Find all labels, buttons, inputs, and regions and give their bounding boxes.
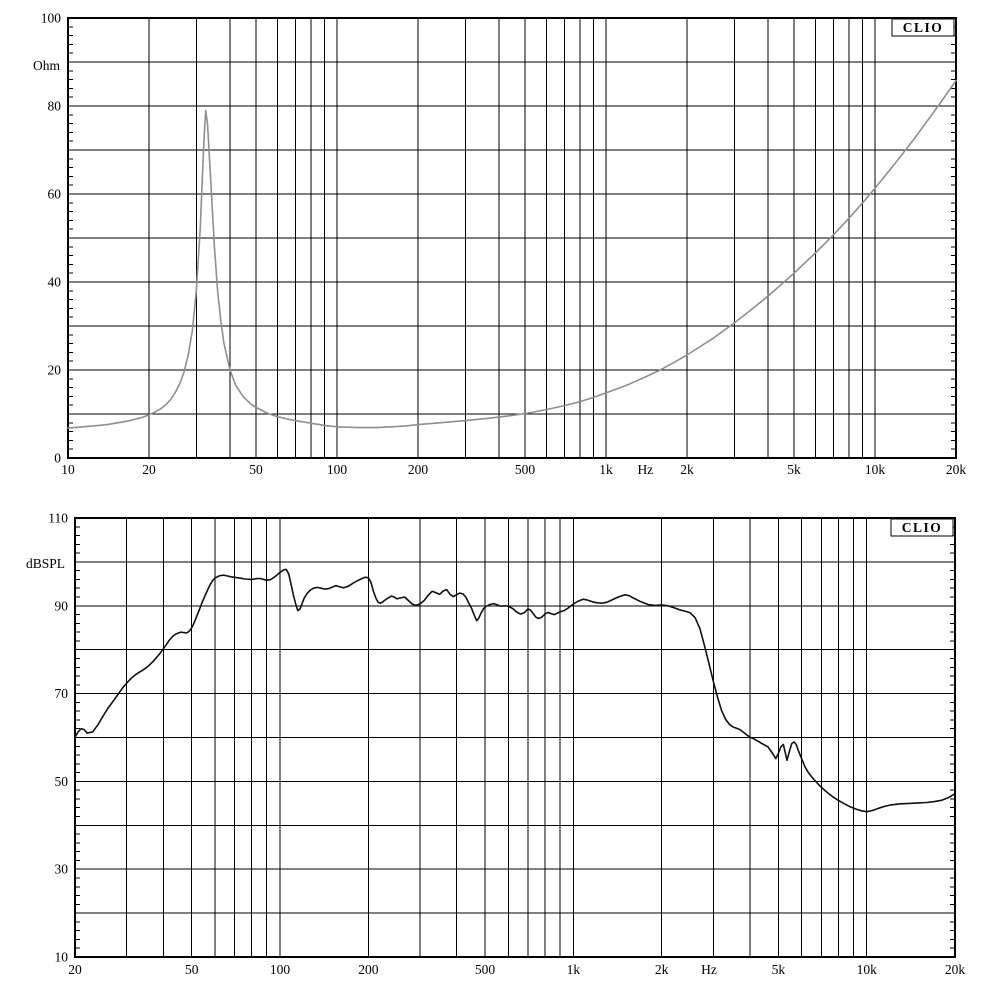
plot-border <box>67 17 957 459</box>
x-tick-label: 50 <box>185 962 199 977</box>
x-tick-label: 50 <box>249 462 263 477</box>
clio-logo: CLIO <box>891 18 955 37</box>
x-tick-label: 500 <box>475 962 496 977</box>
impedance-chart: 0 20 40 60 80 100 Ohm 10 20 50 100 200 500 1k 2k 5k 10k 2… <box>33 11 966 478</box>
clio-logo-text: CLIO <box>903 20 944 35</box>
y-tick-label: 60 <box>48 187 62 202</box>
y-axis-labels: 0 20 40 60 80 100 Ohm <box>33 11 61 466</box>
y-tick-label: 30 <box>55 862 69 877</box>
x-tick-label: 20k <box>945 962 966 977</box>
x-tick-label: 100 <box>270 962 291 977</box>
x-tick-label: 2k <box>655 962 669 977</box>
spl-response-chart: 10 30 50 70 90 110 dBSPL 20 50 100 200 500 1k 2k 5k 10k… <box>26 511 965 978</box>
y-tick-label: 40 <box>48 275 62 290</box>
x-unit-label: Hz <box>701 962 717 977</box>
clio-logo-text: CLIO <box>902 520 943 535</box>
grid <box>67 17 957 459</box>
y-unit-label: Ohm <box>33 58 60 73</box>
x-tick-label: 500 <box>515 462 536 477</box>
clio-logo-box <box>890 518 954 537</box>
y-tick-label: 0 <box>54 451 61 466</box>
y-tick-label: 20 <box>48 363 62 378</box>
y-tick-label: 80 <box>48 99 62 114</box>
x-tick-label: 1k <box>599 462 613 477</box>
x-tick-label: 2k <box>680 462 694 477</box>
y-tick-label: 100 <box>41 11 62 26</box>
clio-logo: CLIO <box>890 518 954 537</box>
spl-response-curve <box>74 568 956 813</box>
y-tick-label: 70 <box>55 686 69 701</box>
x-tick-label: 10k <box>857 962 878 977</box>
x-tick-label: 200 <box>358 962 379 977</box>
x-tick-label: 20 <box>142 462 156 477</box>
x-tick-label: 5k <box>772 962 786 977</box>
x-tick-label: 200 <box>408 462 429 477</box>
y-unit-label: dBSPL <box>26 556 65 571</box>
x-tick-label: 20k <box>946 462 967 477</box>
y-tick-label: 50 <box>55 774 69 789</box>
y-tick-label: 10 <box>55 950 69 965</box>
x-axis-labels: 20 50 100 200 500 1k 2k 5k 10k 20k Hz <box>68 962 965 977</box>
impedance-curve <box>67 79 957 429</box>
x-tick-label: 20 <box>68 962 82 977</box>
x-tick-label: 100 <box>327 462 348 477</box>
y-tick-label: 110 <box>48 511 68 526</box>
x-tick-label: 10k <box>865 462 886 477</box>
y-axis-labels: 10 30 50 70 90 110 dBSPL <box>26 511 68 965</box>
grid <box>74 517 956 958</box>
x-tick-label: 1k <box>567 962 581 977</box>
x-tick-label: 10 <box>61 462 75 477</box>
x-tick-label: 5k <box>787 462 801 477</box>
x-unit-label: Hz <box>637 462 653 477</box>
y-tick-label: 90 <box>55 598 69 613</box>
clio-logo-box <box>891 18 955 37</box>
x-axis-labels: 10 20 50 100 200 500 1k 2k 5k 10k 20k Hz <box>61 462 966 477</box>
